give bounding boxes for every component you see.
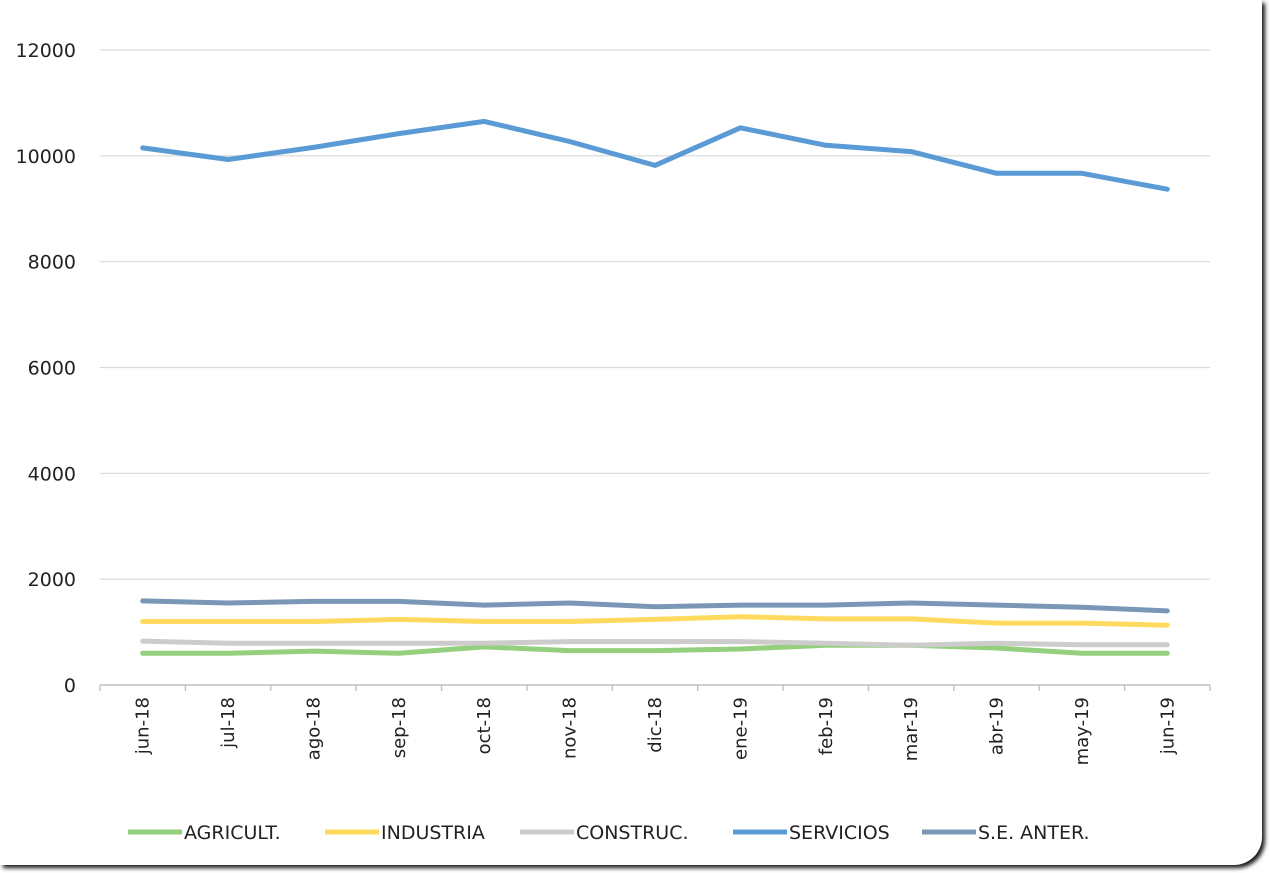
x-axis: jun-18 jul-18 ago-18 sep-18 oct-18 nov-18 dic-… (99, 684, 1211, 765)
x-tick-label: feb-19 (816, 697, 837, 755)
legend-label: INDUSTRIA (381, 822, 485, 844)
gridlines (100, 49, 1210, 580)
y-tick-label: 0 (64, 675, 76, 697)
y-tick-label: 8000 (28, 252, 76, 274)
x-tick-label: jun-18 (133, 697, 154, 755)
x-tick-label: jun-19 (1157, 697, 1178, 755)
x-tick-label: may-19 (1072, 697, 1093, 765)
x-tick-label: jul-18 (218, 697, 239, 749)
x-tick-label: ago-18 (303, 697, 324, 760)
y-tick-label: 6000 (28, 358, 76, 380)
x-tick-label: oct-18 (474, 697, 495, 754)
series-line-0 (140, 642, 1170, 656)
x-tick-label: mar-19 (901, 697, 922, 761)
x-tick-label: nov-18 (560, 697, 581, 759)
y-axis-tick-labels: 0 2000 4000 6000 8000 10000 12000 (16, 40, 76, 697)
legend: AGRICULT. INDUSTRIA CONSTRUC. SERVICIOS S.E.… (128, 822, 1090, 844)
legend-label: S.E. ANTER. (978, 822, 1090, 844)
series-line-1 (140, 614, 1170, 628)
y-tick-label: 12000 (16, 40, 76, 62)
x-tick-label: ene-19 (730, 697, 751, 760)
series-line-4 (140, 598, 1170, 614)
series-line-3 (140, 118, 1170, 192)
y-tick-label: 4000 (28, 463, 76, 485)
x-tick-label: abr-19 (987, 697, 1008, 755)
series-line-2 (140, 638, 1170, 648)
legend-label: AGRICULT. (184, 822, 281, 844)
legend-label: SERVICIOS (789, 822, 890, 844)
series-lines (140, 118, 1170, 656)
y-tick-label: 10000 (16, 146, 76, 168)
x-tick-label: dic-18 (645, 697, 666, 753)
x-tick-label: sep-18 (389, 697, 410, 758)
legend-label: CONSTRUC. (576, 822, 689, 844)
y-tick-label: 2000 (28, 569, 76, 591)
